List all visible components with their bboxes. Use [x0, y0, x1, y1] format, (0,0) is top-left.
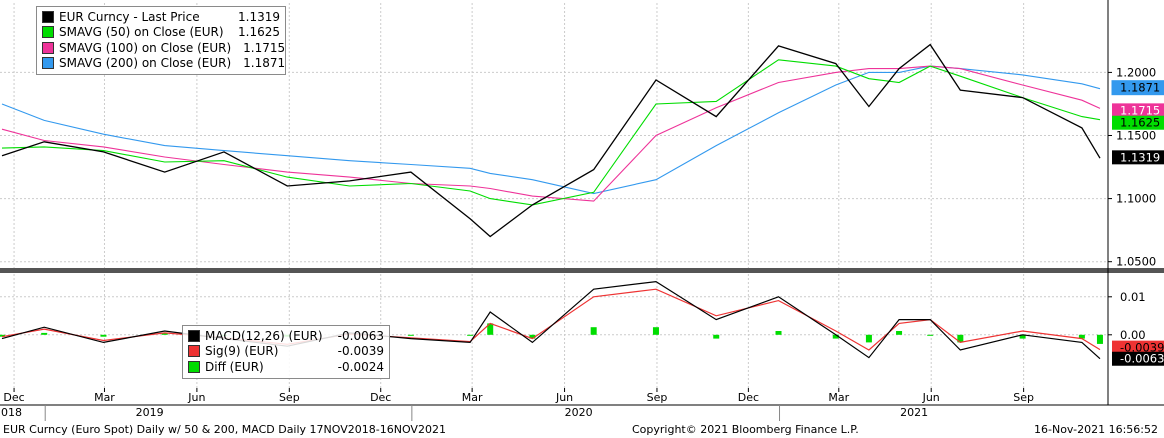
legend-value: 1.1625 — [238, 25, 280, 40]
diff-bar — [1096, 334, 1103, 344]
legend-swatch-black — [42, 10, 54, 23]
legend-swatch-green — [188, 360, 200, 373]
footer-timestamp: 16-Nov-2021 16:56:52 — [1034, 423, 1159, 436]
tag-macd: -0.0063 — [1120, 352, 1164, 366]
x-month-label: Jun — [555, 391, 573, 404]
price-series-2 — [1, 65, 1101, 202]
price-ytick-label: 1.1500 — [1116, 129, 1156, 143]
price-series-0 — [1, 43, 1101, 238]
x-month-label: Jun — [187, 391, 205, 404]
legend-swatch-green — [42, 26, 54, 39]
diff-bar — [927, 334, 934, 336]
x-month-label: Mar — [462, 391, 483, 404]
diff-bar — [487, 323, 494, 335]
x-year-label: 2020 — [565, 406, 593, 419]
legend-value: -0.0024 — [337, 359, 384, 374]
diff-bar — [529, 334, 536, 339]
footer-description: EUR Curncy (Euro Spot) Daily w/ 50 & 200… — [3, 423, 446, 436]
legend-row-last-price: EUR Curncy - Last Price 1.1319 — [42, 9, 280, 25]
legend-value: 1.1871 — [243, 56, 286, 71]
tag-sma100: 1.1715 — [1120, 103, 1160, 117]
tag-sma50-bg — [1112, 115, 1164, 130]
panel-divider — [0, 268, 1164, 273]
x-month-label: Mar — [828, 391, 849, 404]
diff-bar — [652, 327, 659, 335]
tag-last-price-bg — [1112, 150, 1164, 165]
footer-bar: EUR Curncy (Euro Spot) Daily w/ 50 & 200… — [0, 421, 1164, 438]
chart-canvas: Dec Mar Jun Sep Dec Mar Jun Sep Dec Mar Jun Sep 2018… — [0, 0, 1164, 421]
tag-signal-bg — [1112, 340, 1164, 355]
diff-bar — [590, 327, 597, 335]
legend-value: -0.0063 — [337, 328, 384, 343]
legend-row-sma200: SMAVG (200) on Close (EUR) 1.1871 — [42, 56, 285, 72]
x-month-label: Dec — [370, 391, 391, 404]
price-legend: EUR Curncy - Last Price 1.1319 SMAVG (50… — [36, 6, 286, 75]
legend-value: 1.1715 — [243, 40, 286, 55]
price-series-1 — [1, 59, 1101, 206]
tag-sma200: 1.1871 — [1120, 81, 1160, 95]
diff-bar — [1078, 334, 1085, 339]
tag-last-price: 1.1319 — [1120, 150, 1160, 164]
diff-bar — [896, 331, 903, 335]
x-month-label: Jun — [922, 391, 940, 404]
x-month-label: Sep — [647, 391, 668, 404]
price-ytick-label: 1.2000 — [1116, 65, 1156, 79]
diff-bar — [0, 334, 6, 337]
tag-macd-zero-bg — [1112, 327, 1164, 342]
legend-label: Sig(9) (EUR) — [205, 344, 279, 359]
legend-label: MACD(12,26) (EUR) — [205, 328, 323, 343]
diff-bar — [957, 334, 964, 343]
diff-bar — [865, 334, 872, 343]
macd-legend: MACD(12,26) (EUR) -0.0063 Sig(9) (EUR) -… — [182, 325, 390, 379]
legend-row-signal: Sig(9) (EUR) -0.0039 — [188, 344, 384, 360]
x-month-label: Dec — [738, 391, 759, 404]
legend-row-sma50: SMAVG (50) on Close (EUR) 1.1625 — [42, 25, 280, 41]
legend-value: -0.0039 — [337, 344, 384, 359]
legend-label: SMAVG (100) on Close (EUR) — [59, 40, 232, 55]
x-year-label: 2021 — [900, 406, 928, 419]
diff-bar — [100, 334, 107, 337]
legend-value: 1.1319 — [238, 9, 280, 24]
tag-macd-bg — [1112, 351, 1164, 366]
diff-bar — [41, 332, 48, 335]
x-month-label: Dec — [3, 391, 24, 404]
diff-bar — [713, 334, 720, 339]
diff-bar — [407, 334, 414, 336]
legend-label: Diff (EUR) — [205, 359, 264, 374]
tag-sma100-bg — [1112, 103, 1164, 118]
legend-row-macd: MACD(12,26) (EUR) -0.0063 — [188, 328, 384, 344]
legend-label: EUR Curncy - Last Price — [59, 9, 200, 24]
legend-swatch-blue — [42, 57, 54, 70]
tag-macd-zero: 0.00 — [1120, 328, 1146, 342]
legend-label: SMAVG (50) on Close (EUR) — [59, 25, 224, 40]
diff-bar — [832, 334, 839, 339]
price-ytick-label: 1.0500 — [1116, 255, 1156, 269]
macd-ytick-label: 0.01 — [1120, 290, 1146, 304]
x-month-label: Mar — [94, 391, 115, 404]
diff-bar — [1019, 334, 1026, 339]
diff-bar — [467, 334, 474, 336]
footer-copyright: Copyright© 2021 Bloomberg Finance L.P. — [632, 423, 859, 436]
price-ytick-label: 1.1000 — [1116, 192, 1156, 206]
x-month-label: Sep — [1013, 391, 1034, 404]
legend-swatch-red — [188, 345, 200, 358]
diff-bar — [775, 331, 782, 335]
legend-swatch-pink — [42, 41, 54, 54]
x-year-label: 2018 — [0, 406, 22, 419]
legend-swatch-black — [188, 329, 200, 342]
legend-row-diff: Diff (EUR) -0.0024 — [188, 359, 384, 375]
tag-sma50: 1.1625 — [1120, 116, 1160, 130]
legend-label: SMAVG (200) on Close (EUR) — [59, 56, 232, 71]
tag-signal: -0.0039 — [1120, 341, 1164, 355]
legend-row-sma100: SMAVG (100) on Close (EUR) 1.1715 — [42, 40, 285, 56]
x-month-label: Sep — [279, 391, 300, 404]
x-year-label: 2019 — [136, 406, 164, 419]
tag-sma200-bg — [1111, 80, 1164, 96]
diff-bar — [161, 332, 168, 335]
